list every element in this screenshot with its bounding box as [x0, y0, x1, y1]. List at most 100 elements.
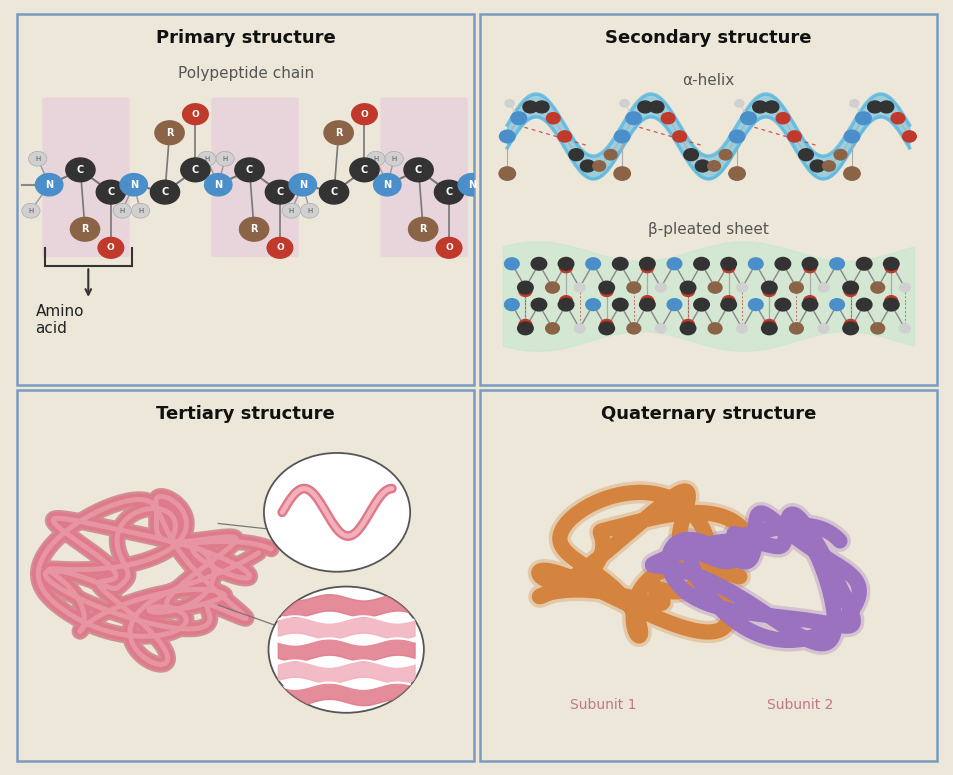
Circle shape	[182, 104, 208, 125]
Text: N: N	[130, 180, 137, 190]
Circle shape	[707, 282, 721, 293]
Circle shape	[96, 181, 126, 204]
Circle shape	[267, 237, 293, 258]
Circle shape	[546, 112, 559, 124]
Circle shape	[585, 258, 599, 270]
Text: Tertiary structure: Tertiary structure	[156, 405, 335, 422]
Circle shape	[801, 298, 817, 311]
Circle shape	[693, 298, 709, 311]
Text: C: C	[276, 187, 283, 197]
Text: R: R	[81, 224, 89, 234]
Circle shape	[545, 282, 558, 293]
Circle shape	[366, 151, 385, 166]
Circle shape	[707, 160, 720, 171]
Circle shape	[498, 167, 515, 181]
Circle shape	[802, 296, 816, 306]
Circle shape	[619, 100, 628, 107]
Circle shape	[672, 131, 686, 142]
Circle shape	[728, 167, 744, 181]
Circle shape	[655, 324, 666, 332]
Circle shape	[197, 151, 215, 166]
Circle shape	[592, 160, 605, 171]
Circle shape	[720, 298, 736, 311]
Circle shape	[574, 324, 584, 332]
Circle shape	[598, 281, 614, 294]
Circle shape	[683, 149, 698, 160]
Circle shape	[842, 322, 858, 335]
Circle shape	[680, 286, 694, 297]
Circle shape	[517, 322, 533, 335]
Circle shape	[579, 160, 595, 172]
Circle shape	[884, 296, 897, 306]
Text: H: H	[119, 208, 125, 214]
Circle shape	[736, 283, 747, 292]
Text: C: C	[107, 187, 114, 197]
Circle shape	[154, 121, 184, 145]
Text: N: N	[45, 180, 53, 190]
Circle shape	[71, 217, 99, 241]
Text: N: N	[214, 180, 222, 190]
Circle shape	[599, 319, 613, 330]
Circle shape	[319, 181, 348, 204]
Text: C: C	[161, 187, 169, 197]
Circle shape	[324, 121, 353, 145]
Circle shape	[728, 130, 744, 143]
Circle shape	[843, 319, 856, 330]
Circle shape	[531, 257, 546, 270]
Circle shape	[774, 298, 790, 311]
Circle shape	[720, 257, 736, 270]
Circle shape	[300, 203, 318, 218]
Circle shape	[849, 100, 858, 107]
Text: Subunit 2: Subunit 2	[766, 698, 832, 712]
Circle shape	[856, 257, 871, 270]
Circle shape	[763, 101, 778, 113]
Circle shape	[517, 281, 533, 294]
Circle shape	[721, 262, 735, 273]
Circle shape	[899, 283, 909, 292]
Circle shape	[408, 217, 437, 241]
Circle shape	[760, 322, 777, 335]
Circle shape	[352, 104, 376, 125]
Circle shape	[719, 150, 731, 160]
Circle shape	[649, 101, 663, 113]
Circle shape	[614, 130, 629, 143]
Text: H: H	[138, 208, 143, 214]
Circle shape	[776, 112, 789, 124]
Text: H: H	[373, 156, 378, 162]
Text: H: H	[29, 208, 33, 214]
Circle shape	[511, 112, 526, 125]
Circle shape	[504, 298, 518, 311]
Circle shape	[612, 257, 627, 270]
Circle shape	[614, 167, 630, 181]
Circle shape	[829, 298, 843, 311]
Circle shape	[181, 158, 210, 182]
Text: N: N	[383, 180, 391, 190]
Circle shape	[789, 323, 802, 334]
Circle shape	[29, 151, 47, 166]
Circle shape	[842, 167, 860, 181]
Text: H: H	[222, 156, 228, 162]
Circle shape	[265, 181, 294, 204]
Circle shape	[585, 298, 599, 311]
Circle shape	[625, 112, 640, 125]
Circle shape	[843, 130, 859, 143]
Circle shape	[640, 262, 653, 273]
Circle shape	[559, 262, 572, 273]
Text: Primary structure: Primary structure	[155, 29, 335, 46]
Circle shape	[215, 151, 234, 166]
Text: H: H	[391, 156, 396, 162]
Text: R: R	[166, 128, 173, 138]
Text: C: C	[360, 165, 368, 175]
Text: H: H	[307, 208, 312, 214]
Circle shape	[499, 130, 515, 143]
Circle shape	[866, 101, 882, 113]
Text: R: R	[250, 224, 257, 234]
Circle shape	[457, 174, 485, 196]
Circle shape	[679, 281, 695, 294]
Circle shape	[693, 257, 709, 270]
Text: O: O	[107, 243, 114, 253]
Circle shape	[666, 258, 681, 270]
Circle shape	[843, 286, 856, 297]
Circle shape	[574, 283, 584, 292]
Circle shape	[639, 298, 655, 311]
